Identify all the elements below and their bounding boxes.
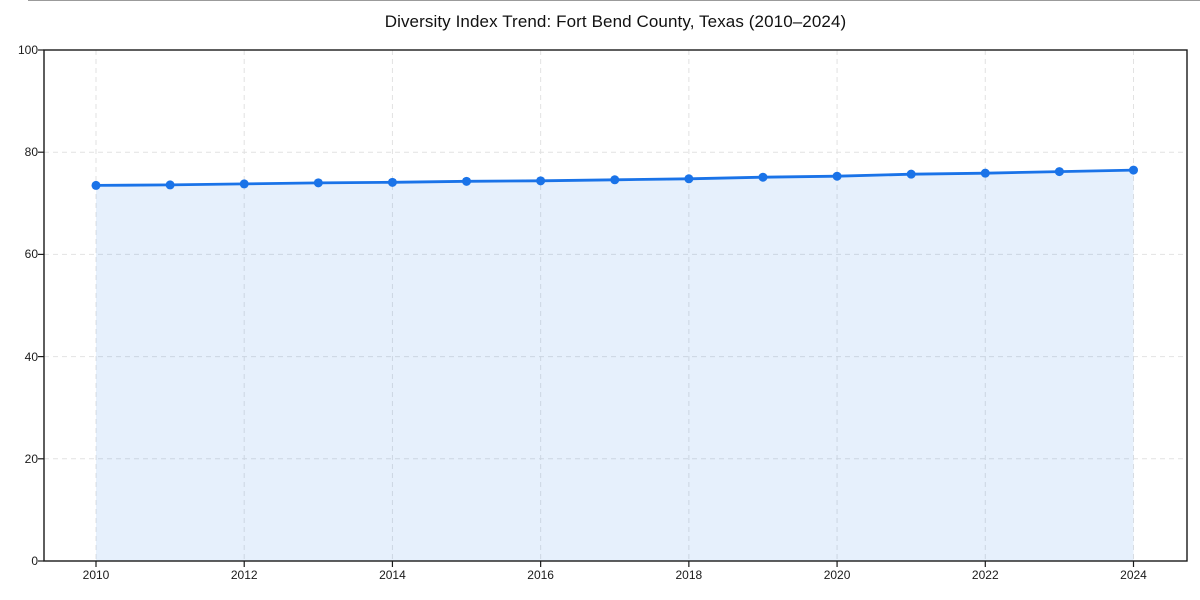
data-point-marker <box>610 175 620 185</box>
x-tick-label: 2024 <box>1120 568 1147 582</box>
data-point-marker <box>313 178 323 188</box>
data-point-marker <box>536 176 546 186</box>
x-tick-label: 2012 <box>230 568 258 582</box>
data-point-marker <box>758 172 768 182</box>
data-point-marker <box>684 174 694 184</box>
x-tick-label: 2014 <box>379 568 406 582</box>
x-tick-label: 2020 <box>823 568 851 582</box>
data-point-marker <box>906 169 916 179</box>
x-tick-label: 2022 <box>971 568 999 582</box>
data-point-marker <box>1054 167 1064 177</box>
y-tick-label: 80 <box>24 145 38 160</box>
x-tick-label: 2010 <box>82 568 110 582</box>
data-point-marker <box>462 176 472 186</box>
data-point-marker <box>832 171 842 181</box>
data-point-marker <box>91 180 101 190</box>
data-point-marker <box>165 180 175 190</box>
y-tick-label: 0 <box>31 554 38 568</box>
data-point-marker <box>980 168 990 178</box>
data-point-marker <box>1129 165 1138 175</box>
y-tick-label: 40 <box>24 349 38 364</box>
data-point-marker <box>239 179 249 189</box>
area-fill <box>96 170 1134 561</box>
chart-title: Diversity Index Trend: Fort Bend County,… <box>384 12 847 31</box>
data-point-marker <box>387 177 397 187</box>
plot-border <box>43 49 1188 562</box>
x-tick-label: 2016 <box>527 568 554 582</box>
x-tick-label: 2018 <box>675 568 703 582</box>
window-top-edge <box>28 0 1200 1</box>
y-tick-label: 20 <box>24 451 38 466</box>
y-tick-label: 60 <box>24 247 38 262</box>
y-tick-label: 100 <box>17 43 38 57</box>
